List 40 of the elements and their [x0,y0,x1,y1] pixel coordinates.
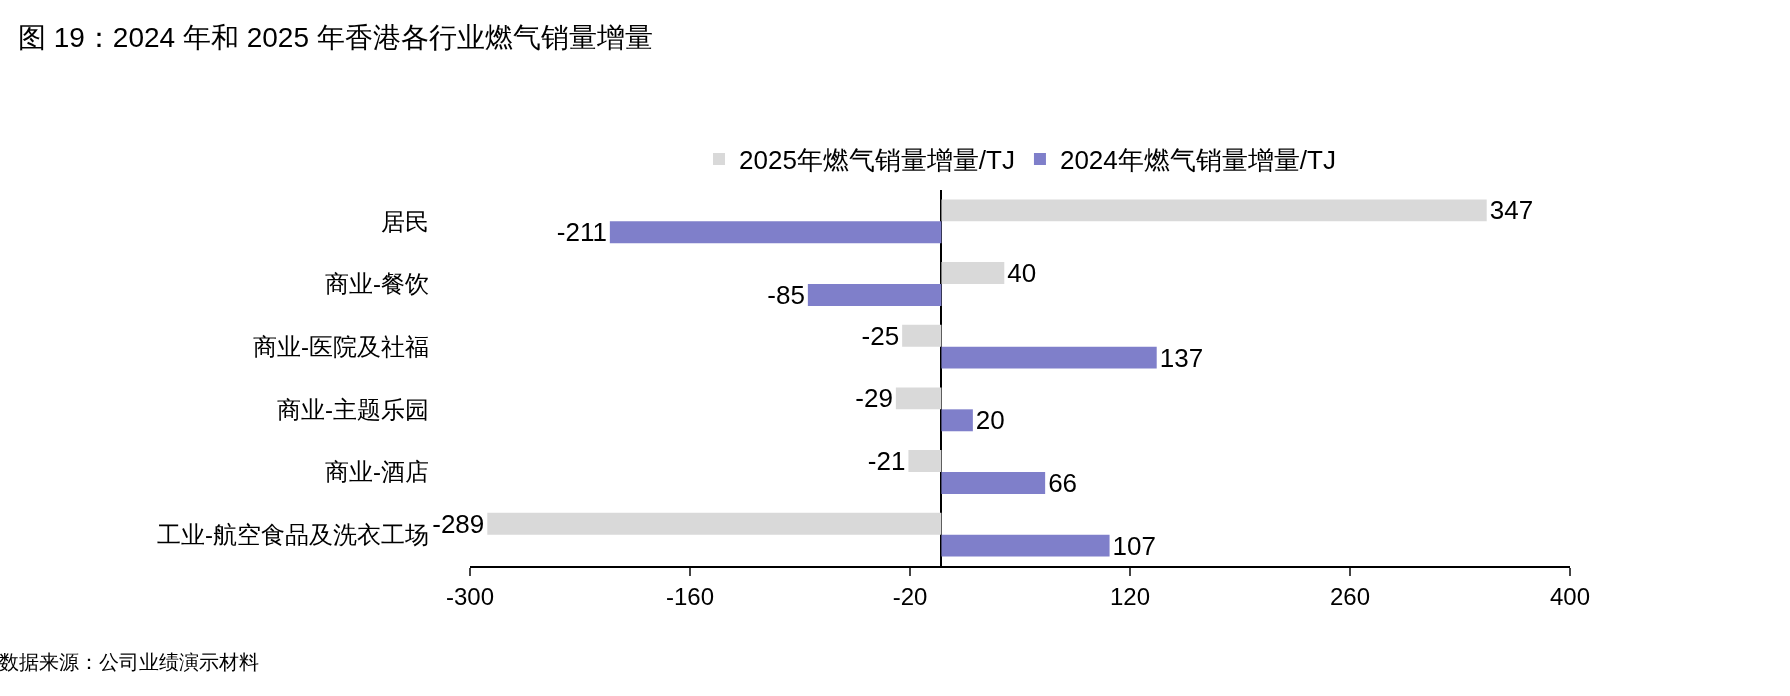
y-tick-label: 商业-餐饮 [325,270,429,298]
y-tick-label: 商业-医院及社福 [253,333,429,361]
source-note: 数据来源：公司业绩演示材料 [0,651,259,673]
x-tick-label: 120 [1109,582,1151,610]
legend-label: 2024年燃气销量增量/TJ [1059,145,1336,176]
data-label: -85 [767,279,805,310]
bar [895,387,942,410]
x-tick-label: -300 [445,582,495,610]
data-label: -289 [432,508,485,539]
data-label: -211 [556,217,607,248]
data-label: -29 [855,383,893,414]
bar [941,199,1487,222]
bar [941,534,1110,557]
data-label: 347 [1489,195,1534,226]
bar [902,324,942,347]
bar [941,346,1157,369]
y-tick-label: 商业-酒店 [325,458,429,486]
bar [941,262,1005,284]
data-label: 107 [1112,530,1156,561]
x-tick-label: 260 [1329,582,1371,610]
chart-title: 图 19：2024 年和 2025 年香港各行业燃气销量增量 [17,22,653,54]
data-label: 66 [1048,467,1078,498]
y-tick-label: 商业-主题乐园 [277,395,429,423]
data-label: 40 [1007,258,1037,289]
data-label: 20 [975,405,1005,436]
bar [609,221,942,244]
bar [941,409,973,432]
bar [807,284,942,306]
x-tick-label: -20 [892,582,928,610]
y-tick-label: 居民 [381,207,429,235]
data-label: 137 [1159,342,1204,373]
data-label: -25 [861,320,900,351]
legend-label: 2025年燃气销量增量/TJ [739,145,1015,176]
y-tick-label: 工业-航空食品及洗衣工场 [157,521,429,549]
x-tick-label: 400 [1549,582,1591,610]
x-tick-label: -160 [665,582,715,610]
data-label: -21 [867,446,906,477]
bar [941,472,1046,494]
bar [908,450,942,472]
bar [487,512,942,535]
